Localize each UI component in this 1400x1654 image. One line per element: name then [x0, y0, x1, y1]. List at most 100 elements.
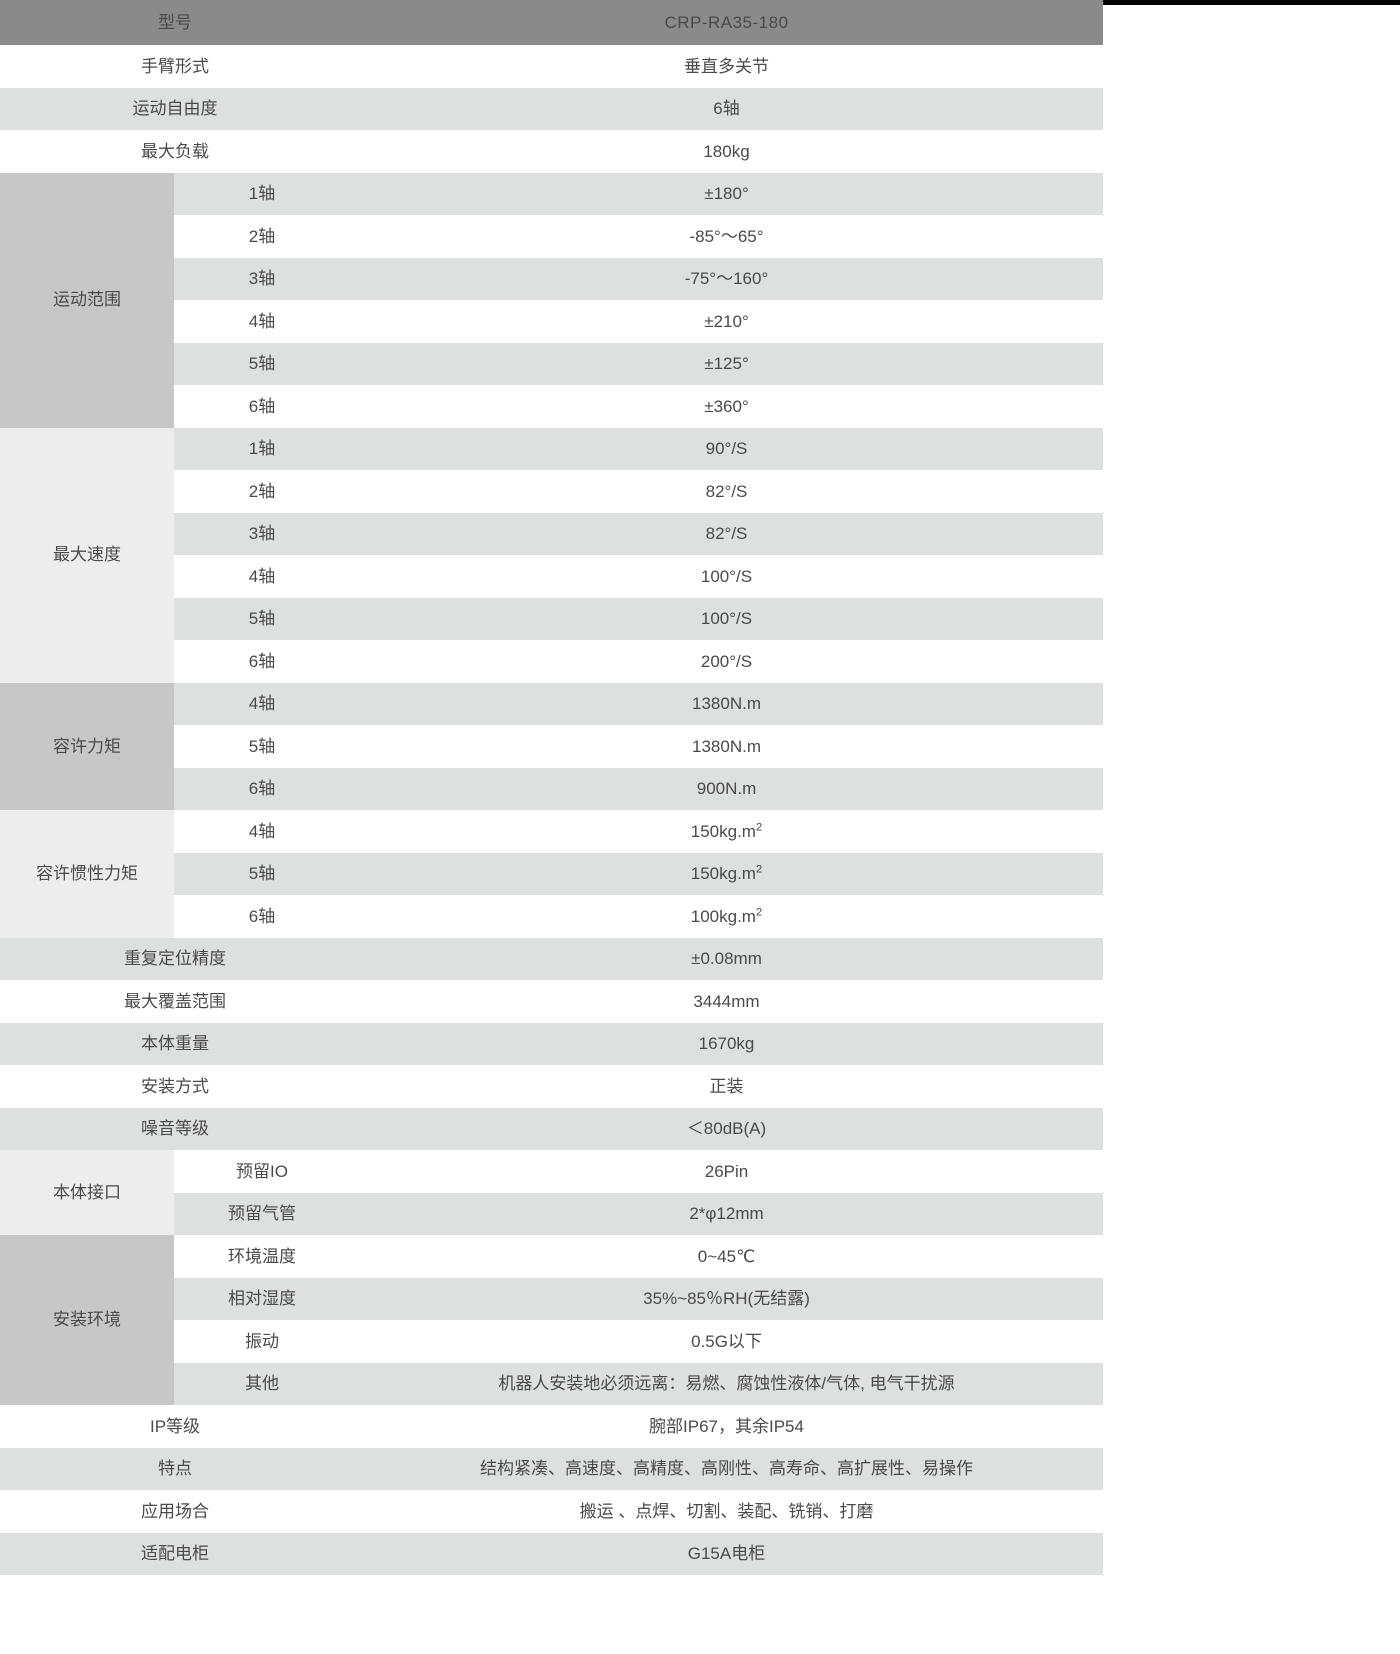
table-row: 3轴 82°/S	[0, 512, 1103, 555]
spec-value: 搬运 、点焊、切割、装配、铣销、打磨	[350, 1490, 1103, 1533]
spec-value: 1380N.m	[350, 682, 1103, 725]
sub-spec-label: 5轴	[174, 342, 350, 385]
spec-value: 0~45℃	[350, 1235, 1103, 1278]
spec-value: 150kg.m2	[350, 852, 1103, 895]
group-label: 安装环境	[0, 1235, 174, 1405]
header-spec-label: 型号	[0, 0, 350, 45]
group-label: 最大速度	[0, 427, 174, 683]
table-row: IP等级 腕部IP67，其余IP54	[0, 1405, 1103, 1448]
table-row: 5轴 ±125°	[0, 342, 1103, 385]
spec-value: 2*φ12mm	[350, 1192, 1103, 1235]
table-row: 安装环境 环境温度 0~45℃	[0, 1235, 1103, 1405]
sub-spec-label: 2轴	[174, 215, 350, 258]
spec-value: 100°/S	[350, 597, 1103, 640]
spec-value: 结构紧凑、高速度、高精度、高刚性、高寿命、高扩展性、易操作	[350, 1447, 1103, 1490]
spec-value: 1380N.m	[350, 725, 1103, 768]
spec-value: 82°/S	[350, 470, 1103, 513]
sub-spec-label: 4轴	[174, 555, 350, 598]
group-label: 运动范围	[0, 172, 174, 428]
table-row: 容许力矩 4轴 1380N.m	[0, 682, 1103, 810]
spec-value: -75°～160°	[350, 257, 1103, 300]
spec-value: 腕部IP67，其余IP54	[350, 1405, 1103, 1448]
sub-spec-label: 环境温度	[174, 1235, 350, 1278]
spec-value: ±210°	[350, 300, 1103, 343]
spec-value: ±180°	[350, 172, 1103, 215]
sub-spec-label: 6轴	[174, 385, 350, 428]
spec-value: ±0.08mm	[350, 937, 1103, 980]
table-row: 本体接口 预留IO 26Pin	[0, 1150, 1103, 1235]
spec-label: 应用场合	[0, 1490, 350, 1533]
table-row: 容许惯性力矩 4轴 150kg.m2	[0, 810, 1103, 938]
table-row: 噪音等级 ＜80dB(A)	[0, 1107, 1103, 1150]
spec-value: ±125°	[350, 342, 1103, 385]
spec-value: 机器人安装地必须远离：易燃、腐蚀性液体/气体, 电气干扰源	[350, 1362, 1103, 1405]
table-row: 6轴 ±360°	[0, 385, 1103, 428]
spec-value: 200°/S	[350, 640, 1103, 683]
spec-value: 900N.m	[350, 767, 1103, 810]
sub-spec-label: 相对湿度	[174, 1277, 350, 1320]
table-row: 其他 机器人安装地必须远离：易燃、腐蚀性液体/气体, 电气干扰源	[0, 1362, 1103, 1405]
sub-spec-label: 6轴	[174, 767, 350, 810]
table-row: 2轴 -85°～65°	[0, 215, 1103, 258]
group-label: 本体接口	[0, 1150, 174, 1235]
table-row: 应用场合 搬运 、点焊、切割、装配、铣销、打磨	[0, 1490, 1103, 1533]
sub-spec-label: 3轴	[174, 512, 350, 555]
table-row: 预留气管 2*φ12mm	[0, 1192, 1103, 1235]
robot-specification-table: 型号 CRP-RA35-180 手臂形式 垂直多关节 运动自由度 6轴 最大负载 180kg 运…	[0, 0, 1103, 1575]
spec-label: 最大负载	[0, 130, 350, 173]
spec-label: IP等级	[0, 1405, 350, 1448]
spec-value: 82°/S	[350, 512, 1103, 555]
spec-value: 6轴	[350, 87, 1103, 130]
spec-label: 手臂形式	[0, 45, 350, 88]
table-row: 型号 CRP-RA35-180	[0, 0, 1103, 45]
spec-value: 垂直多关节	[350, 45, 1103, 88]
sub-spec-label: 1轴	[174, 427, 350, 470]
spec-label: 运动自由度	[0, 87, 350, 130]
spec-value: 150kg.m2	[350, 810, 1103, 853]
table-row: 重复定位精度 ±0.08mm	[0, 937, 1103, 980]
spec-value: 180kg	[350, 130, 1103, 173]
spec-label: 最大覆盖范围	[0, 980, 350, 1023]
top-black-strip	[1103, 0, 1400, 5]
table-row: 5轴 100°/S	[0, 597, 1103, 640]
table-row: 安装方式 正装	[0, 1065, 1103, 1108]
table-row: 6轴 100kg.m2	[0, 895, 1103, 938]
group-label: 容许惯性力矩	[0, 810, 174, 938]
spec-value: 35%~85％RH(无结露)	[350, 1277, 1103, 1320]
spec-value: 26Pin	[350, 1150, 1103, 1193]
spec-value: 0.5G以下	[350, 1320, 1103, 1363]
spec-value: 正装	[350, 1065, 1103, 1108]
spec-value: 3444mm	[350, 980, 1103, 1023]
sub-spec-label: 1轴	[174, 172, 350, 215]
table-row: 最大速度 1轴 90°/S	[0, 427, 1103, 683]
table-row: 手臂形式 垂直多关节	[0, 45, 1103, 88]
spec-value: -85°～65°	[350, 215, 1103, 258]
sub-spec-label: 振动	[174, 1320, 350, 1363]
spec-value: ±360°	[350, 385, 1103, 428]
sub-spec-label: 4轴	[174, 682, 350, 725]
table-row: 2轴 82°/S	[0, 470, 1103, 513]
table-row: 振动 0.5G以下	[0, 1320, 1103, 1363]
spec-value: 90°/S	[350, 427, 1103, 470]
spec-label: 安装方式	[0, 1065, 350, 1108]
table-row: 4轴 100°/S	[0, 555, 1103, 598]
sub-spec-label: 5轴	[174, 597, 350, 640]
spec-value: 1670kg	[350, 1022, 1103, 1065]
table-row: 适配电柜 G15A电柜	[0, 1532, 1103, 1575]
table-row: 3轴 -75°～160°	[0, 257, 1103, 300]
sub-spec-label: 5轴	[174, 852, 350, 895]
sub-spec-label: 预留气管	[174, 1192, 350, 1235]
table-row: 相对湿度 35%~85％RH(无结露)	[0, 1277, 1103, 1320]
sub-spec-label: 2轴	[174, 470, 350, 513]
spec-label: 本体重量	[0, 1022, 350, 1065]
table-row: 运动范围 1轴 ±180°	[0, 172, 1103, 428]
sub-spec-label: 6轴	[174, 640, 350, 683]
table-row: 最大覆盖范围 3444mm	[0, 980, 1103, 1023]
sub-spec-label: 预留IO	[174, 1150, 350, 1193]
spec-label: 重复定位精度	[0, 937, 350, 980]
spec-value: G15A电柜	[350, 1532, 1103, 1575]
sub-spec-label: 其他	[174, 1362, 350, 1405]
table-row: 5轴 150kg.m2	[0, 852, 1103, 895]
table-row: 4轴 ±210°	[0, 300, 1103, 343]
sub-spec-label: 6轴	[174, 895, 350, 938]
